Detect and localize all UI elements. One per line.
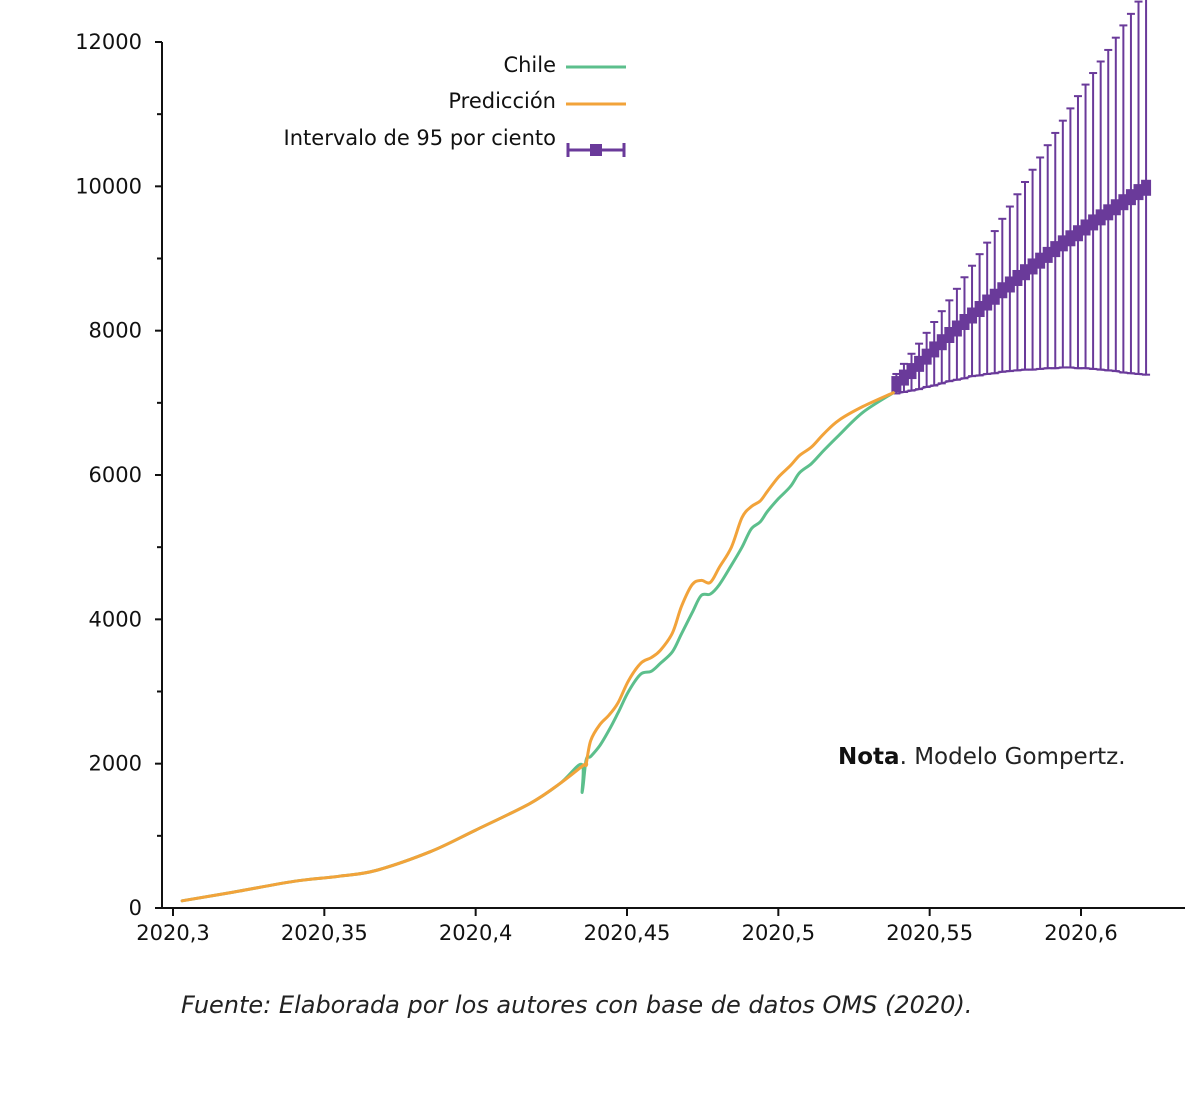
- x-tick-label: 2020,3: [136, 921, 209, 945]
- interval-point: [1065, 230, 1076, 247]
- interval-point: [921, 348, 932, 365]
- series-line-prediccion: [180, 391, 895, 903]
- interval-point: [944, 326, 955, 343]
- interval-point: [982, 294, 993, 311]
- interval-point: [906, 363, 917, 380]
- legend: Chile Predicción Intervalo de 95 por cie…: [284, 53, 626, 157]
- interval-point: [989, 288, 1000, 305]
- y-tick-label: 0: [129, 896, 142, 920]
- legend-label-chile: Chile: [503, 53, 556, 77]
- axes: [161, 42, 1185, 909]
- interval-point: [1118, 194, 1129, 211]
- x-ticks: 2020,3 2020,35 2020,4 2020,45 2020,5 2020,55 2…: [136, 908, 1118, 945]
- x-tick-label: 2020,5: [742, 921, 815, 945]
- source-caption: Fuente: Elaborada por los autores con ba…: [181, 991, 972, 1019]
- interval-point: [1141, 179, 1152, 196]
- x-tick-label: 2020,4: [439, 921, 512, 945]
- y-tick-label: 6000: [89, 463, 142, 487]
- interval-point: [1088, 214, 1099, 231]
- y-tick-label: 10000: [75, 174, 142, 198]
- interval-point: [1080, 219, 1091, 236]
- interval-point: [967, 307, 978, 324]
- legend-label-prediccion: Predicción: [448, 89, 556, 113]
- note-line: Nota. Modelo Gompertz.: [838, 744, 1126, 770]
- interval-point: [1035, 252, 1046, 269]
- interval-point: [929, 341, 940, 358]
- x-tick-label: 2020,35: [281, 921, 368, 945]
- note-label: Nota: [838, 744, 900, 770]
- y-tick-label: 4000: [89, 607, 142, 631]
- interval-point: [1133, 184, 1144, 201]
- x-tick-label: 2020,55: [886, 921, 973, 945]
- series-layer: [180, 0, 1152, 903]
- y-tick-label: 12000: [75, 30, 142, 54]
- interval-point: [1050, 241, 1061, 258]
- interval-point: [1057, 235, 1068, 252]
- interval-point: [914, 355, 925, 372]
- note: Nota. Modelo Gompertz.: [838, 744, 1126, 770]
- y-tick-label: 8000: [89, 319, 142, 343]
- interval-point: [1004, 276, 1015, 293]
- interval-point: [1072, 225, 1083, 242]
- interval-point: [1012, 269, 1023, 286]
- legend-label-intervalo: Intervalo de 95 por ciento: [284, 126, 556, 150]
- y-tick-label: 2000: [89, 752, 142, 776]
- x-tick-label: 2020,45: [584, 921, 671, 945]
- interval-point: [1103, 204, 1114, 221]
- x-tick-label: 2020,6: [1044, 921, 1117, 945]
- interval-point: [959, 314, 970, 331]
- y-ticks: 0 2000 4000 6000 8000 10000 12000: [75, 30, 162, 920]
- interval-point: [936, 334, 947, 351]
- interval-point: [1125, 189, 1136, 206]
- interval-point: [997, 282, 1008, 299]
- interval-point: [898, 369, 909, 386]
- y-minor-ticks: [157, 113, 162, 837]
- note-text: . Modelo Gompertz.: [900, 744, 1126, 770]
- interval-point: [891, 376, 902, 393]
- interval-point: [1095, 209, 1106, 226]
- interval-point: [1110, 199, 1121, 216]
- interval-point: [1027, 258, 1038, 275]
- interval-point: [1020, 264, 1031, 281]
- interval-point: [974, 301, 985, 318]
- interval-point: [1042, 246, 1053, 263]
- series-intervalo: [891, 0, 1152, 395]
- interval-point: [951, 320, 962, 337]
- legend-swatch-intervalo: [566, 143, 626, 157]
